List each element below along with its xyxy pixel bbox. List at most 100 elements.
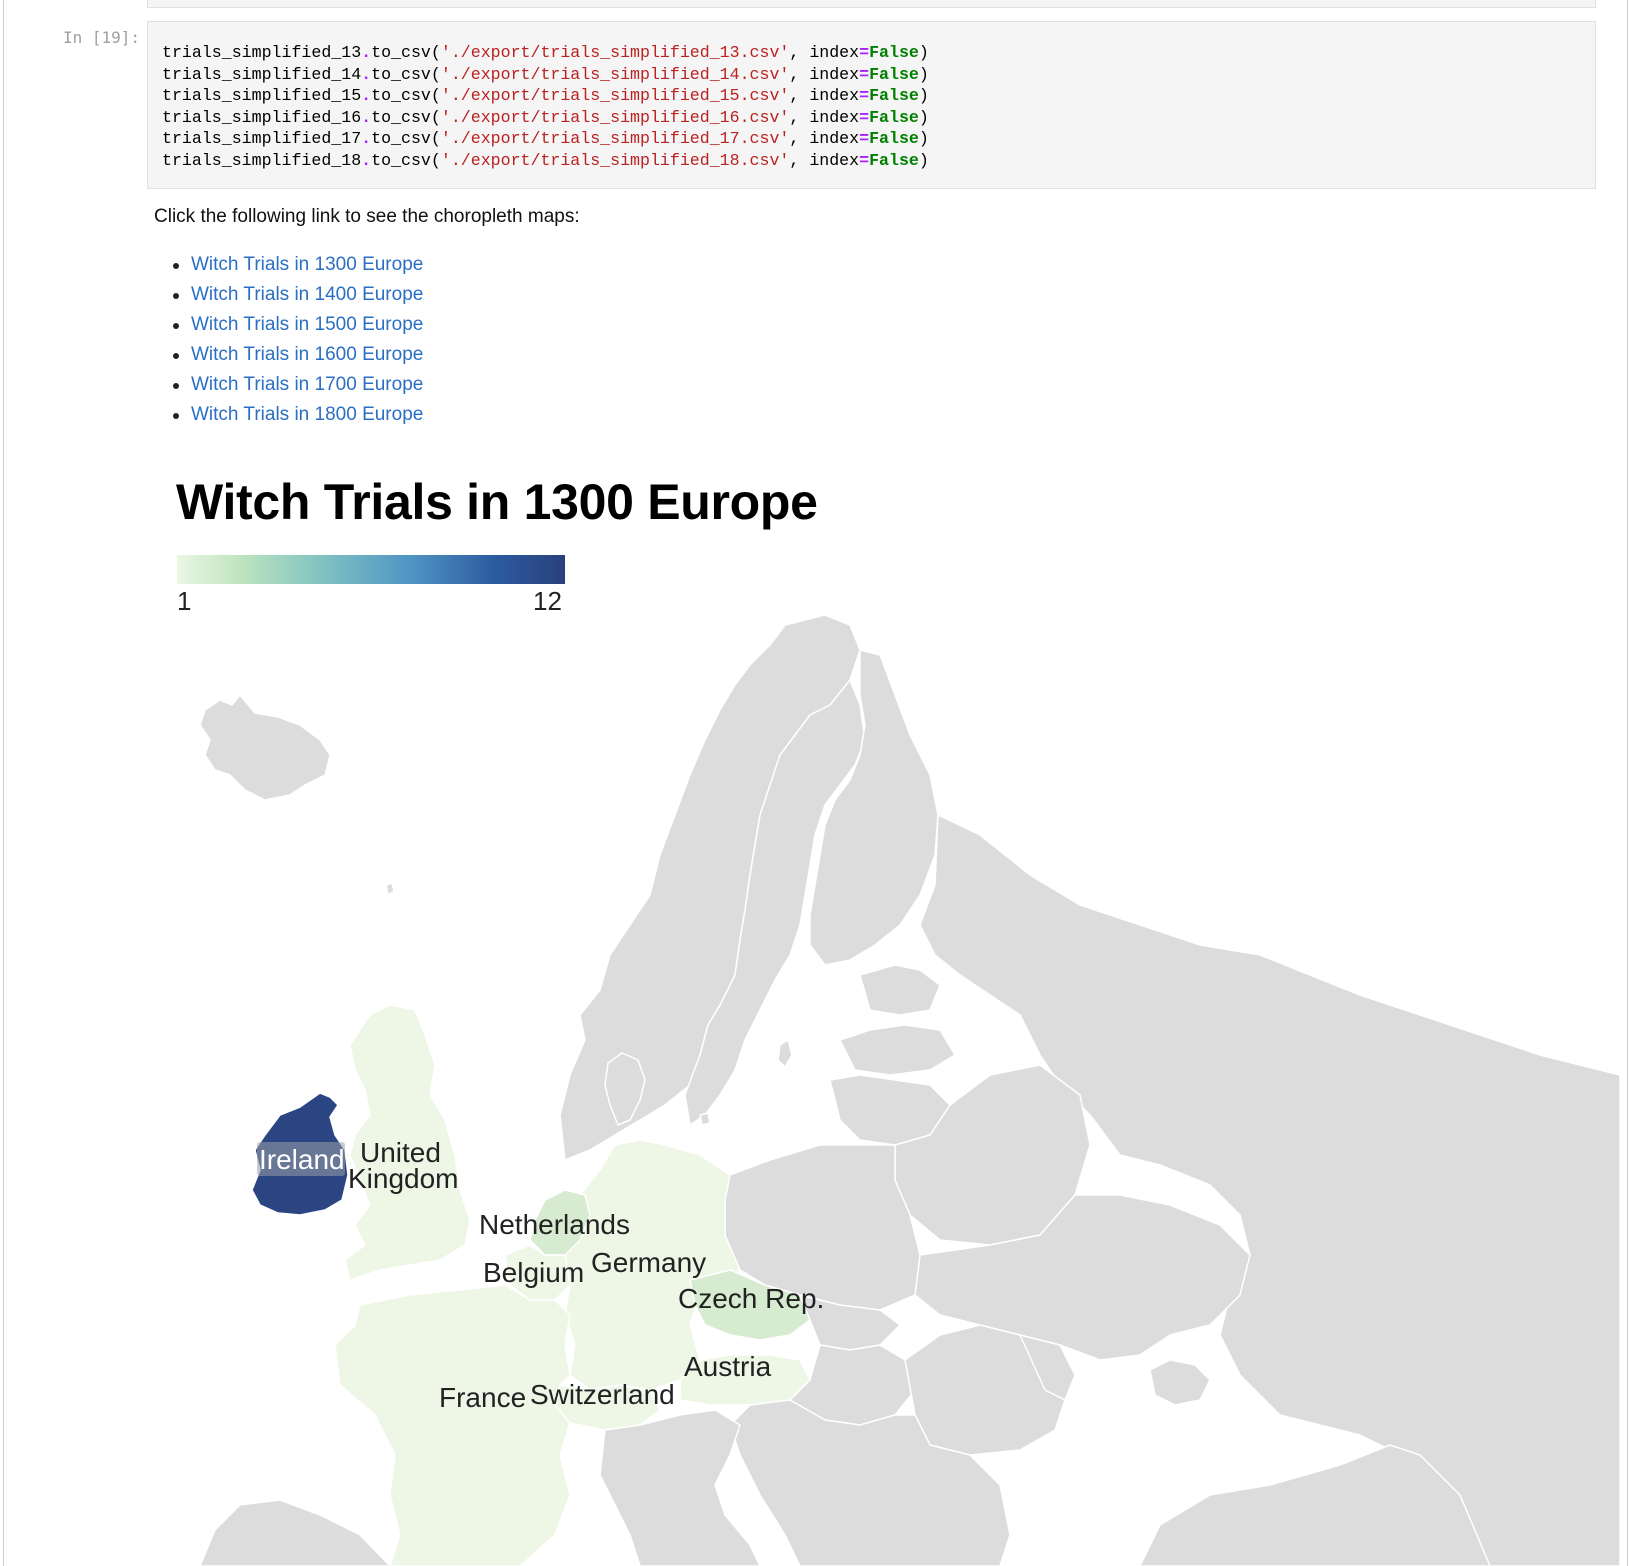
code-token: to_csv [371, 64, 431, 84]
code-token: trials_simplified_17 [162, 129, 362, 149]
code-token: './export/trials_simplified_17.csv' [440, 129, 790, 149]
map-countries [199, 614, 1620, 1566]
code-line: trials_simplified_17.to_csv('./export/tr… [162, 128, 929, 150]
code-token: = [859, 150, 870, 170]
previous-cell[interactable] [147, 0, 1596, 8]
code-token: ( [430, 150, 441, 170]
country-russia[interactable] [919, 814, 1620, 1566]
code-token: = [859, 86, 870, 106]
code-token: . [361, 64, 372, 84]
code-token: . [361, 86, 372, 106]
country-spain[interactable] [199, 1499, 391, 1566]
code-token: . [361, 43, 372, 62]
island-bornholm [699, 1112, 711, 1126]
code-line: trials_simplified_18.to_csv('./export/tr… [162, 150, 929, 172]
label-germany: Germany [591, 1247, 706, 1278]
code-token: to_csv [371, 129, 431, 149]
country-italy[interactable] [599, 1409, 761, 1566]
country-turkey[interactable] [1139, 1444, 1491, 1566]
code-token: ) [918, 64, 929, 84]
bullet-icon [173, 263, 179, 269]
link-1600[interactable]: Witch Trials in 1600 Europe [191, 344, 424, 365]
link-1400[interactable]: Witch Trials in 1400 Europe [191, 284, 424, 305]
code-line: trials_simplified_16.to_csv('./export/tr… [162, 107, 929, 129]
markdown-intro: Click the following link to see the chor… [154, 206, 580, 227]
legend-min-label: 1 [177, 586, 192, 616]
code-editor[interactable]: trials_simplified_13.to_csv('./export/tr… [162, 42, 929, 172]
country-crimea[interactable] [1149, 1359, 1211, 1406]
code-token: = [859, 107, 870, 127]
country-denmark[interactable] [604, 1052, 646, 1126]
country-balkans[interactable] [729, 1399, 1011, 1566]
code-token: = [859, 64, 870, 84]
code-token: , [789, 107, 810, 127]
code-token: ( [430, 129, 441, 149]
label-united-kingdom-line2: Kingdom [348, 1163, 459, 1194]
bullet-icon [173, 383, 179, 389]
code-line: trials_simplified_15.to_csv('./export/tr… [162, 85, 929, 107]
map-labels: Ireland United Kingdom Netherlands Belgi… [257, 1137, 824, 1413]
country-latvia[interactable] [839, 1024, 956, 1076]
country-belarus[interactable] [894, 1064, 1091, 1246]
country-united-kingdom[interactable] [344, 1004, 471, 1281]
list-item: Witch Trials in 1400 Europe [170, 280, 423, 310]
country-finland[interactable] [809, 649, 939, 966]
code-token: index [809, 64, 860, 84]
code-token: ) [918, 43, 929, 62]
code-token: to_csv [371, 107, 431, 127]
island-faroe [385, 882, 395, 896]
code-token: index [809, 107, 860, 127]
label-france: France [439, 1382, 526, 1413]
code-token: = [859, 129, 870, 149]
code-token: './export/trials_simplified_18.csv' [440, 150, 790, 170]
list-item: Witch Trials in 1500 Europe [170, 310, 423, 340]
label-czech: Czech Rep. [678, 1283, 824, 1314]
code-line: trials_simplified_14.to_csv('./export/tr… [162, 64, 929, 86]
code-token: , [789, 64, 810, 84]
legend-max-label: 12 [533, 586, 562, 616]
code-token: , [789, 86, 810, 106]
link-1300[interactable]: Witch Trials in 1300 Europe [191, 254, 424, 275]
code-token: = [859, 43, 870, 62]
country-czech[interactable] [689, 1269, 811, 1341]
link-1700[interactable]: Witch Trials in 1700 Europe [191, 374, 424, 395]
country-moldova[interactable] [1019, 1334, 1076, 1401]
code-token: index [809, 129, 860, 149]
ireland-label-halo [257, 1142, 345, 1176]
country-france[interactable] [334, 1284, 571, 1566]
code-token: './export/trials_simplified_15.csv' [440, 86, 790, 106]
code-cell[interactable]: trials_simplified_13.to_csv('./export/tr… [147, 21, 1596, 189]
code-token: trials_simplified_13 [162, 43, 362, 62]
country-iceland[interactable] [199, 694, 331, 801]
code-token: './export/trials_simplified_14.csv' [440, 64, 790, 84]
code-token: ( [430, 64, 441, 84]
country-estonia[interactable] [859, 964, 941, 1016]
list-item: Witch Trials in 1600 Europe [170, 340, 423, 370]
link-1800[interactable]: Witch Trials in 1800 Europe [191, 404, 424, 425]
code-token: . [361, 129, 372, 149]
color-legend-bar [177, 555, 565, 584]
code-token: . [361, 107, 372, 127]
code-token: ) [918, 129, 929, 149]
code-token: . [361, 150, 372, 170]
country-belgium[interactable] [504, 1244, 571, 1301]
europe-map: Ireland United Kingdom Netherlands Belgi… [199, 614, 1620, 1566]
bullet-icon [173, 413, 179, 419]
code-token: False [869, 86, 919, 106]
link-1500[interactable]: Witch Trials in 1500 Europe [191, 314, 424, 335]
label-united-kingdom-line1: United [360, 1137, 441, 1168]
code-token: , [789, 43, 810, 62]
map-links-list: Witch Trials in 1300 Europe Witch Trials… [170, 250, 423, 430]
code-token: index [809, 43, 860, 62]
code-token: ( [430, 86, 441, 106]
map-title: Witch Trials in 1300 Europe [176, 474, 818, 530]
code-line: trials_simplified_13.to_csv('./export/tr… [162, 42, 929, 64]
code-token: trials_simplified_18 [162, 150, 362, 170]
list-item: Witch Trials in 1700 Europe [170, 370, 423, 400]
code-token: False [869, 64, 919, 84]
notebook-frame [3, 0, 1628, 1566]
choropleth-visualization: Witch Trials in 1300 Europe 1 12 [160, 455, 1620, 1566]
country-netherlands[interactable] [529, 1189, 591, 1256]
code-token: './export/trials_simplified_16.csv' [440, 107, 790, 127]
label-switzerland: Switzerland [530, 1379, 675, 1410]
